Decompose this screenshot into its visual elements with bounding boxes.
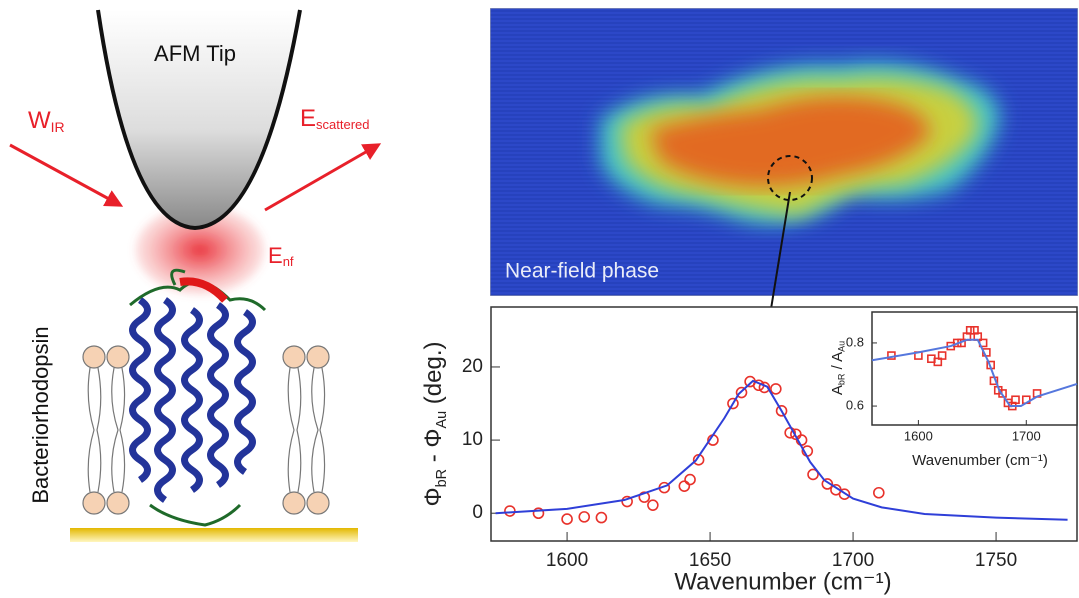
x-tick-label: 1750 [975, 550, 1017, 571]
scan-line [490, 238, 1078, 240]
label-sub: bR [434, 469, 450, 487]
scan-line [490, 290, 1078, 292]
y-axis-label: ΦbR - ΦAu (deg.) [420, 341, 450, 506]
label-sub: bR [837, 373, 847, 385]
scan-line [490, 14, 1078, 16]
scan-line [490, 30, 1078, 32]
x-tick-label: 1600 [904, 428, 933, 443]
scan-line [490, 22, 1078, 24]
y-tick-label: 0 [472, 502, 483, 523]
label-main: - Φ [420, 428, 447, 468]
label-sub: nf [283, 254, 294, 269]
lipids [83, 346, 329, 514]
label-sub: scattered [316, 117, 369, 132]
label-sub: Au [434, 411, 450, 429]
scattered-arrow [265, 145, 378, 210]
label-sub: Au [837, 341, 847, 352]
scan-line [490, 58, 1078, 60]
y-tick-label: 0.8 [846, 334, 864, 349]
protein-label: Bacteriorhodopsin [28, 326, 53, 503]
scan-line [490, 18, 1078, 20]
scan-line [490, 246, 1078, 248]
gold-substrate [70, 528, 358, 542]
y-tick-label: 10 [462, 429, 483, 450]
near-field-label: Enf [268, 243, 294, 270]
scan-line [490, 62, 1078, 64]
label-main: Φ [420, 487, 447, 506]
x-tick-label: 1700 [1012, 428, 1041, 443]
figure: AFM Tip WIR Escattered Enf Bacteriorhodo… [0, 0, 1079, 598]
scan-line [490, 26, 1078, 28]
schematic: AFM Tip WIR Escattered Enf Bacteriorhodo… [10, 10, 378, 542]
x-axis-label: Wavenumber (cm⁻¹) [674, 568, 891, 595]
scan-line [490, 242, 1078, 244]
scan-line [490, 54, 1078, 56]
near-field-image: Near-field phase [490, 8, 1078, 296]
label-main: A [829, 385, 846, 395]
x-axis-label: Wavenumber (cm⁻¹) [912, 452, 1048, 469]
scan-line [490, 50, 1078, 52]
label-main: E [300, 105, 316, 132]
scan-line [490, 34, 1078, 36]
y-tick-label: 20 [462, 356, 483, 377]
incident-arrow [10, 145, 120, 205]
scan-line [490, 286, 1078, 288]
tip-label: AFM Tip [154, 41, 236, 66]
x-tick-label: 1600 [546, 550, 588, 571]
label-main: W [28, 107, 51, 134]
scan-line [490, 254, 1078, 256]
scan-line [490, 46, 1078, 48]
label-sub: IR [51, 119, 65, 135]
y-tick-label: 0.6 [846, 397, 864, 412]
scan-line [490, 250, 1078, 252]
label-main: E [268, 243, 283, 268]
label-main: (deg.) [420, 341, 447, 410]
incident-label: WIR [28, 107, 65, 134]
scattered-label: Escattered [300, 105, 370, 132]
scan-line [490, 38, 1078, 40]
image-label: Near-field phase [505, 260, 659, 283]
plot-frame [872, 312, 1077, 425]
scan-line [490, 10, 1078, 12]
label-main: / A [829, 352, 846, 374]
protein [133, 300, 253, 500]
scan-line [490, 42, 1078, 44]
